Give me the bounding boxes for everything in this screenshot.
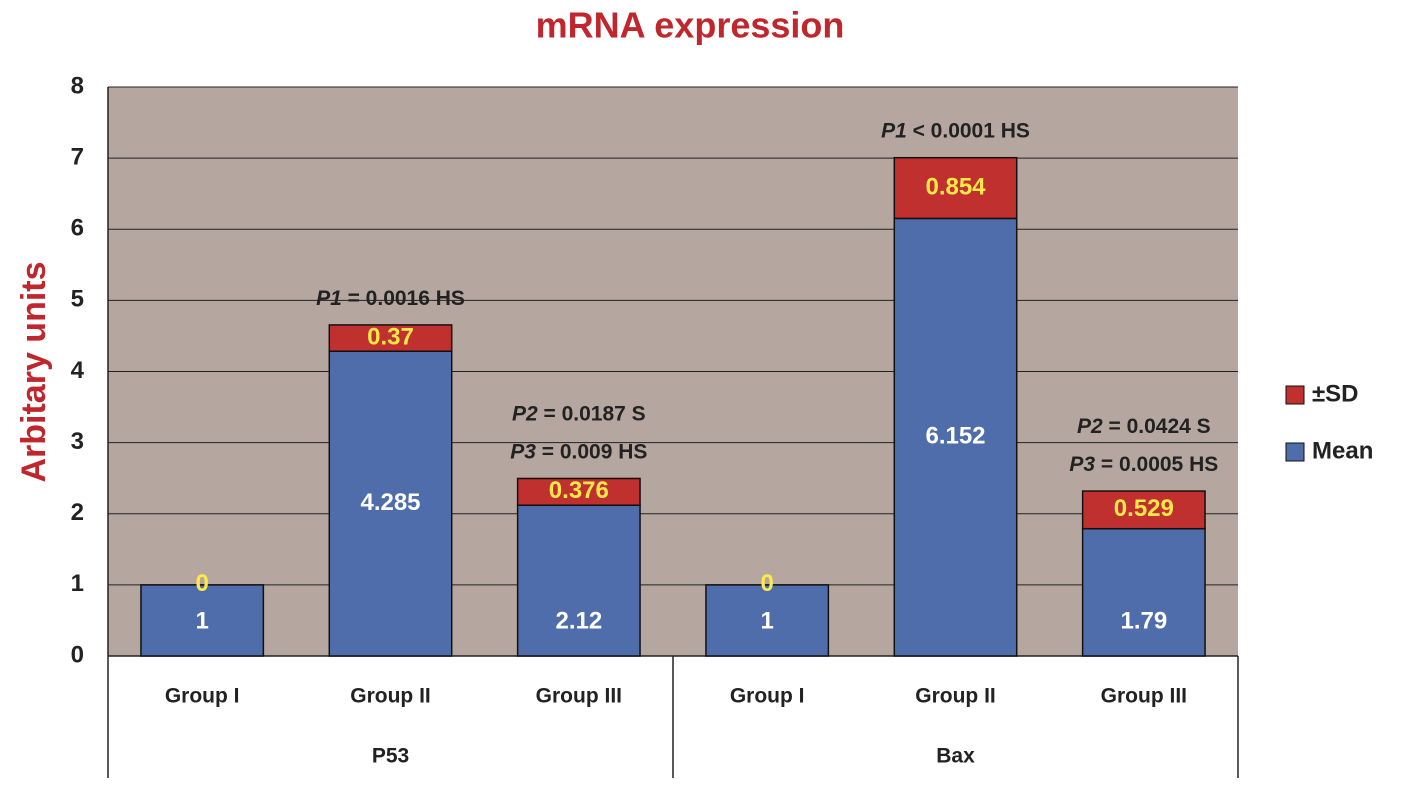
x-tick-label: Group III [536, 685, 622, 708]
annotation-text: = 0.0187 S [538, 402, 646, 425]
y-tick-label: 4 [71, 357, 85, 384]
bar-segment [328, 350, 453, 657]
group-label: P53 [372, 745, 409, 768]
annotation-text: = 0.0005 HS [1095, 453, 1218, 476]
bar-segment [140, 584, 265, 657]
value-label: 1 [195, 607, 208, 634]
value-label: 1.79 [1120, 607, 1167, 634]
x-tick-label: Group III [1101, 685, 1187, 708]
annotation-text: = 0.009 HS [536, 440, 648, 463]
annotation-lead: P2 [512, 402, 538, 425]
annotation-text: = 0.0016 HS [342, 286, 465, 309]
annotation-lead: P2 [1077, 415, 1103, 438]
value-label: 0 [195, 570, 208, 597]
value-label: 1 [760, 607, 773, 634]
annotation-lead: P1 [316, 286, 342, 309]
y-tick-label: 1 [71, 570, 84, 597]
annotation: P2 = 0.0187 S [512, 402, 646, 425]
annotation: P3 = 0.009 HS [510, 440, 647, 463]
annotation-lead: P1 [881, 119, 907, 142]
annotation: P2 = 0.0424 S [1077, 415, 1211, 438]
value-label: 0.529 [1114, 495, 1174, 522]
y-tick-label: 2 [71, 499, 84, 526]
annotation-lead: P3 [510, 440, 536, 463]
chart-title: mRNA expression [536, 5, 845, 46]
x-tick-label: Group II [915, 685, 996, 708]
x-tick-label: Group I [165, 685, 240, 708]
legend-label: ±SD [1312, 380, 1359, 407]
value-label: 2.12 [555, 607, 602, 634]
value-label: 6.152 [925, 423, 985, 450]
y-tick-label: 8 [71, 72, 84, 99]
x-tick-label: Group II [350, 685, 431, 708]
group-label: Bax [936, 745, 975, 768]
y-tick-label: 5 [71, 286, 84, 313]
bar-segment [516, 504, 641, 657]
bar-segment [1081, 490, 1206, 530]
value-label: 0.376 [549, 477, 609, 504]
annotation: P1 = 0.0016 HS [316, 286, 465, 309]
y-tick-label: 6 [71, 215, 84, 242]
x-tick-label: Group I [730, 685, 805, 708]
value-label: 0 [760, 570, 773, 597]
value-label: 0.854 [925, 173, 986, 200]
legend-swatch [1285, 385, 1305, 405]
bar-segment [705, 584, 830, 657]
annotation: P1 < 0.0001 HS [881, 119, 1030, 142]
y-tick-label: 7 [71, 143, 84, 170]
bar-segment [893, 156, 1018, 220]
bar-segment [328, 324, 453, 352]
annotation: P3 = 0.0005 HS [1069, 453, 1218, 476]
bar-segment [1081, 527, 1206, 657]
annotation-text: = 0.0424 S [1103, 415, 1211, 438]
legend-label: Mean [1312, 437, 1373, 464]
value-label: 4.285 [360, 489, 420, 516]
annotation-lead: P3 [1069, 453, 1095, 476]
legend-swatch [1285, 442, 1305, 462]
value-label: 0.37 [367, 323, 414, 350]
annotation-text: < 0.0001 HS [907, 119, 1030, 142]
y-axis-label: Arbitary units [15, 261, 53, 482]
bar-segment [516, 477, 641, 506]
y-tick-label: 0 [71, 641, 84, 668]
y-tick-label: 3 [71, 428, 84, 455]
